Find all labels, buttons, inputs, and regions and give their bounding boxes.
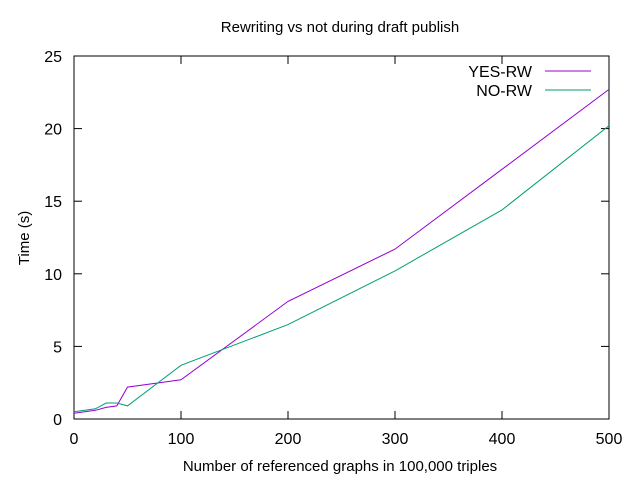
y-tick-label: 25 [44, 49, 62, 66]
series-line-yes-rw [73, 88, 610, 414]
legend-label: NO-RW [476, 83, 533, 100]
x-tick-label: 100 [168, 431, 195, 448]
chart-title: Rewriting vs not during draft publish [221, 19, 459, 36]
x-tick-label: 200 [275, 431, 302, 448]
x-tick-label: 0 [70, 431, 79, 448]
x-tick-label: 500 [596, 431, 623, 448]
y-tick-label: 0 [53, 412, 62, 429]
x-tick-label: 300 [382, 431, 409, 448]
y-axis: 0 5 10 15 20 25 [44, 49, 609, 429]
plot-border [73, 55, 610, 420]
x-axis: 0 100 200 300 400 500 [70, 56, 623, 448]
legend-label: YES-RW [468, 64, 533, 81]
y-axis-title: Time (s) [16, 211, 33, 265]
y-tick-label: 5 [53, 339, 62, 356]
series-line-no-rw [73, 125, 610, 413]
y-tick-label: 20 [44, 122, 62, 139]
series-group [73, 88, 610, 414]
y-tick-label: 15 [44, 194, 62, 211]
plot-frame [73, 55, 610, 420]
legend: YES-RW NO-RW [468, 64, 591, 100]
y-tick-label: 10 [44, 267, 62, 284]
x-tick-label: 400 [489, 431, 516, 448]
x-axis-title: Number of referenced graphs in 100,000 t… [183, 458, 497, 475]
